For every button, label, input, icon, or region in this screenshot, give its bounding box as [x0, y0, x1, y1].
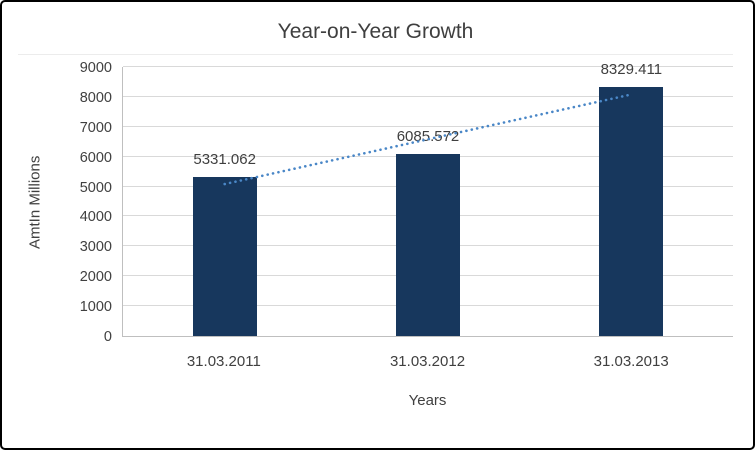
y-tick-label: 8000	[79, 89, 112, 106]
y-axis-tick-labels: 0 1000 2000 3000 4000 5000 6000 7000 8000 9000	[52, 60, 112, 345]
chart-body: AmtIn Millions 0 1000 2000 3000 4000 5000 6000…	[18, 60, 733, 409]
plot-area: 5331.062 6085.572 8329.411	[122, 61, 733, 337]
bar-slot: 8329.411	[530, 61, 733, 336]
bar-31.03.2011	[192, 176, 257, 336]
bar-31.03.2013	[599, 87, 664, 336]
gridline	[123, 66, 733, 67]
y-tick-label: 2000	[79, 269, 112, 286]
plot-wrap: 5331.062 6085.572 8329.411 31.03.2011 31.03…	[122, 61, 733, 409]
x-axis-title: Years	[408, 392, 447, 409]
data-label: 8329.411	[600, 61, 663, 79]
y-tick-label: 3000	[79, 239, 112, 256]
y-tick-label: 7000	[79, 119, 112, 136]
x-tick-label: 31.03.2013	[593, 353, 669, 370]
y-tick-label: 6000	[79, 149, 112, 166]
data-label: 6085.572	[396, 128, 460, 146]
bar-slot: 6085.572	[326, 67, 529, 336]
y-tick-label: 9000	[79, 60, 112, 76]
y-tick-label: 5000	[79, 179, 112, 196]
data-label: 5331.062	[193, 150, 256, 168]
x-tick-label: 31.03.2011	[186, 353, 261, 370]
y-tick-label: 4000	[79, 209, 112, 226]
bars-group: 5331.062 6085.572 8329.411	[123, 61, 733, 336]
chart-title: Year-on-Year Growth	[18, 12, 733, 55]
y-tick-label: 0	[103, 329, 112, 345]
y-tick-label: 1000	[79, 299, 112, 316]
bar-slot: 5331.062	[123, 67, 326, 336]
x-tick-label: 31.03.2012	[389, 353, 466, 370]
y-axis-title: AmtIn Millions	[26, 155, 44, 249]
x-axis-tick-labels: 31.03.2011 31.03.2012 31.03.2013	[122, 353, 733, 370]
bar-31.03.2012	[395, 154, 460, 336]
